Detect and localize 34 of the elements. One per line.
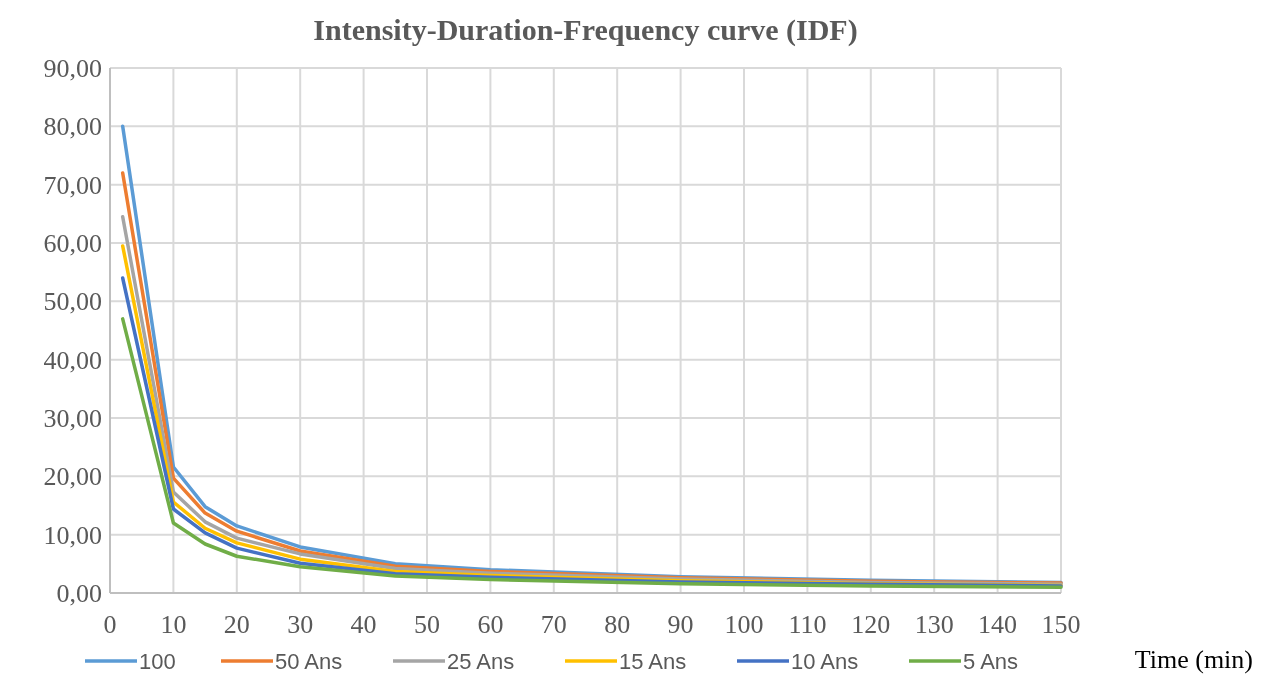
x-tick-label: 110: [788, 610, 827, 639]
legend-label: 5 Ans: [963, 649, 1019, 674]
legend-label: 15 Ans: [619, 649, 687, 674]
y-tick-label: 30,00: [43, 404, 102, 433]
y-tick-label: 70,00: [43, 170, 102, 200]
legend-label: 100: [139, 649, 176, 674]
legend-label: 50 Ans: [275, 649, 343, 674]
x-tick-label: 0: [103, 610, 117, 639]
legend-label: 25 Ans: [447, 649, 515, 674]
x-tick-label: 50: [414, 610, 440, 639]
y-tick-label: 0,00: [56, 579, 102, 608]
x-axis-title: Time (min): [1134, 645, 1253, 674]
x-tick-label: 20: [223, 610, 250, 639]
y-tick-label: 40,00: [43, 345, 102, 375]
x-tick-label: 120: [851, 610, 891, 639]
x-tick-label: 40: [350, 610, 377, 639]
x-tick-label: 150: [1041, 610, 1081, 639]
x-tick-label: 60: [477, 610, 504, 639]
y-tick-label: 90,00: [43, 54, 102, 83]
x-tick-label: 130: [914, 610, 954, 639]
y-tick-label: 20,00: [43, 462, 102, 492]
y-tick-label: 60,00: [43, 229, 102, 258]
legend-label: 10 Ans: [791, 649, 859, 674]
chart-title: Intensity-Duration-Frequency curve (IDF): [313, 13, 858, 47]
x-tick-label: 90: [667, 610, 694, 639]
x-tick-label: 10: [160, 610, 187, 639]
x-tick-label: 30: [287, 610, 314, 639]
x-tick-label: 140: [978, 610, 1018, 639]
x-tick-label: 70: [540, 610, 567, 639]
y-tick-label: 50,00: [43, 287, 102, 317]
y-tick-label: 10,00: [43, 520, 102, 550]
y-tick-label: 80,00: [43, 112, 102, 142]
x-tick-label: 80: [604, 610, 631, 639]
x-tick-label: 100: [724, 610, 764, 639]
